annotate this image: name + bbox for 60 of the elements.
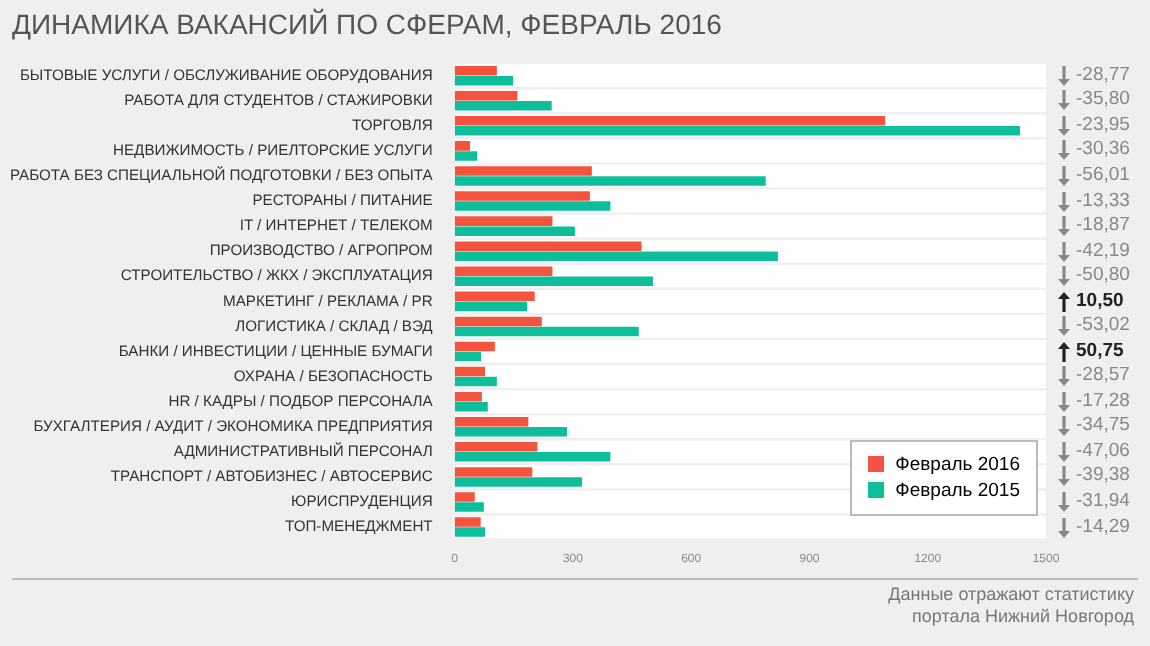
bar	[454, 427, 568, 437]
text: Данные отражают статистику портала Нижний Новгород	[886, 584, 1134, 628]
text: -56,01	[1076, 163, 1130, 188]
bar	[454, 351, 482, 362]
bar	[454, 301, 528, 312]
text: -18,87	[1076, 214, 1130, 239]
bar	[454, 341, 495, 352]
text: 50,75	[1076, 339, 1124, 364]
text: -53,02	[1076, 314, 1130, 339]
bar	[454, 492, 475, 502]
text: -39,38	[1076, 464, 1130, 489]
bar	[454, 477, 582, 487]
text: -47,06	[1076, 439, 1130, 464]
legend-label: Февраль 2016	[895, 453, 1020, 476]
bar	[454, 201, 611, 211]
bar	[454, 166, 592, 176]
text: -42,19	[1076, 239, 1130, 264]
bar	[454, 452, 611, 462]
bar	[454, 141, 471, 151]
bar	[454, 316, 542, 327]
text: -17,28	[1076, 389, 1130, 414]
bar	[454, 517, 481, 527]
bar	[454, 326, 639, 337]
bar	[454, 241, 642, 251]
bar	[454, 416, 529, 427]
text: 10,50	[1076, 289, 1124, 314]
bar	[454, 100, 552, 111]
bar	[454, 266, 553, 277]
bar	[454, 376, 497, 387]
bar	[454, 291, 535, 302]
text: -35,80	[1076, 88, 1130, 113]
legend-label: Февраль 2015	[895, 479, 1020, 502]
bar	[454, 90, 518, 101]
text: -30,36	[1076, 138, 1130, 163]
bar	[454, 176, 766, 186]
text: -14,29	[1076, 515, 1130, 540]
text: -23,95	[1076, 113, 1130, 138]
bar	[454, 401, 488, 412]
chart-title: ДИНАМИКА ВАКАНСИЙ ПО СФЕРАМ, ФЕВРАЛЬ 2016	[12, 8, 722, 40]
bar	[454, 191, 590, 201]
bar	[454, 502, 484, 512]
text: -13,33	[1076, 189, 1130, 214]
text: -28,57	[1076, 364, 1130, 389]
bar	[454, 276, 653, 287]
bar	[454, 527, 486, 537]
bar	[454, 251, 778, 261]
bar	[454, 226, 575, 236]
text: -34,75	[1076, 414, 1130, 439]
bar	[454, 467, 533, 477]
text: -50,80	[1076, 264, 1130, 289]
bar	[454, 391, 482, 402]
bar	[454, 366, 486, 377]
bar	[454, 151, 478, 161]
text: -31,94	[1076, 489, 1130, 514]
bar	[454, 75, 514, 86]
bar	[454, 65, 497, 76]
text: -28,77	[1076, 63, 1130, 88]
bar	[454, 216, 553, 226]
bar	[454, 116, 886, 126]
bar	[454, 442, 538, 452]
